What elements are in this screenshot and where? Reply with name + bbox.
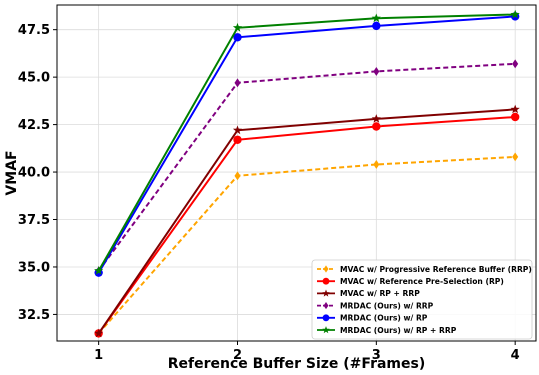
series-line bbox=[97, 155, 516, 335]
legend-label: MRDAC (Ours) w/ RRP bbox=[340, 301, 434, 310]
series-line bbox=[97, 15, 516, 274]
x-tick-label: 3 bbox=[372, 348, 381, 363]
y-tick-label: 37.5 bbox=[18, 213, 50, 228]
legend-swatch-marker bbox=[322, 326, 330, 334]
data-point bbox=[232, 22, 243, 32]
data-point bbox=[372, 122, 381, 131]
series-line bbox=[97, 116, 516, 334]
y-tick-label: 47.5 bbox=[18, 23, 50, 38]
series-lines bbox=[94, 9, 520, 338]
x-tick-labels: 1 2 3 4 bbox=[94, 348, 520, 363]
legend-label: MRDAC (Ours) w/ RP bbox=[340, 314, 428, 323]
y-tick-label: 35.0 bbox=[18, 260, 50, 275]
axes bbox=[53, 4, 537, 345]
y-axis-label: VMAF bbox=[4, 150, 20, 195]
data-point bbox=[373, 67, 380, 76]
legend-item: MVAC w/ RP + RRP bbox=[317, 289, 420, 298]
data-point bbox=[233, 135, 242, 144]
data-point bbox=[510, 112, 520, 122]
legend-swatch-marker bbox=[323, 302, 329, 310]
legend-swatch-marker bbox=[322, 277, 330, 285]
data-point bbox=[373, 160, 380, 169]
data-point bbox=[233, 33, 242, 42]
legend-swatch-marker bbox=[323, 265, 329, 273]
data-point bbox=[94, 328, 104, 338]
legend-box bbox=[311, 259, 533, 340]
legend: MVAC w/ Progressive Reference Buffer (RR… bbox=[311, 259, 533, 340]
y-tick-labels: 32.5 35.0 37.5 40.0 42.5 45.0 47.5 bbox=[18, 23, 50, 323]
legend-label: MVAC w/ Progressive Reference Buffer (RR… bbox=[340, 265, 532, 274]
data-point bbox=[510, 104, 520, 114]
plot-frame bbox=[56, 4, 537, 342]
x-axis-label: Reference Buffer Size (#Frames) bbox=[168, 356, 426, 372]
legend-item: MRDAC (Ours) w/ RRP bbox=[317, 301, 434, 310]
legend-item: MRDAC (Ours) w/ RP bbox=[317, 314, 428, 323]
x-tick-label: 4 bbox=[511, 348, 520, 363]
legend-swatch-marker bbox=[322, 289, 330, 297]
series-5 bbox=[94, 9, 520, 275]
data-point bbox=[371, 13, 381, 23]
y-tick-label: 40.0 bbox=[18, 166, 50, 181]
data-point bbox=[234, 78, 241, 88]
series-line bbox=[97, 108, 516, 334]
data-point bbox=[234, 171, 241, 181]
data-point bbox=[512, 59, 519, 69]
legend-label: MRDAC (Ours) w/ RP + RRP bbox=[340, 326, 457, 335]
legend-item: MVAC w/ Progressive Reference Buffer (RR… bbox=[317, 265, 532, 274]
legend-label: MVAC w/ Reference Pre-Selection (RP) bbox=[340, 277, 504, 286]
data-point bbox=[94, 265, 104, 275]
x-tick-label: 2 bbox=[233, 348, 242, 363]
y-tick-label: 45.0 bbox=[18, 71, 50, 86]
y-tick-label: 32.5 bbox=[18, 308, 50, 323]
data-point bbox=[372, 21, 381, 31]
data-point bbox=[232, 125, 243, 135]
series-4 bbox=[94, 12, 520, 277]
legend-label: MVAC w/ RP + RRP bbox=[340, 289, 420, 298]
series-2 bbox=[94, 104, 520, 338]
legend-item: MRDAC (Ours) w/ RP + RRP bbox=[317, 326, 457, 335]
x-tick-label: 1 bbox=[94, 348, 103, 363]
series-line bbox=[97, 62, 516, 272]
data-point bbox=[512, 152, 519, 162]
data-point bbox=[371, 114, 381, 123]
legend-item: MVAC w/ Reference Pre-Selection (RP) bbox=[317, 277, 504, 286]
series-line bbox=[97, 13, 516, 272]
y-tick-label: 42.5 bbox=[18, 118, 50, 133]
series-3 bbox=[95, 59, 519, 276]
data-point bbox=[510, 9, 520, 19]
legend-swatch-marker bbox=[322, 314, 330, 322]
